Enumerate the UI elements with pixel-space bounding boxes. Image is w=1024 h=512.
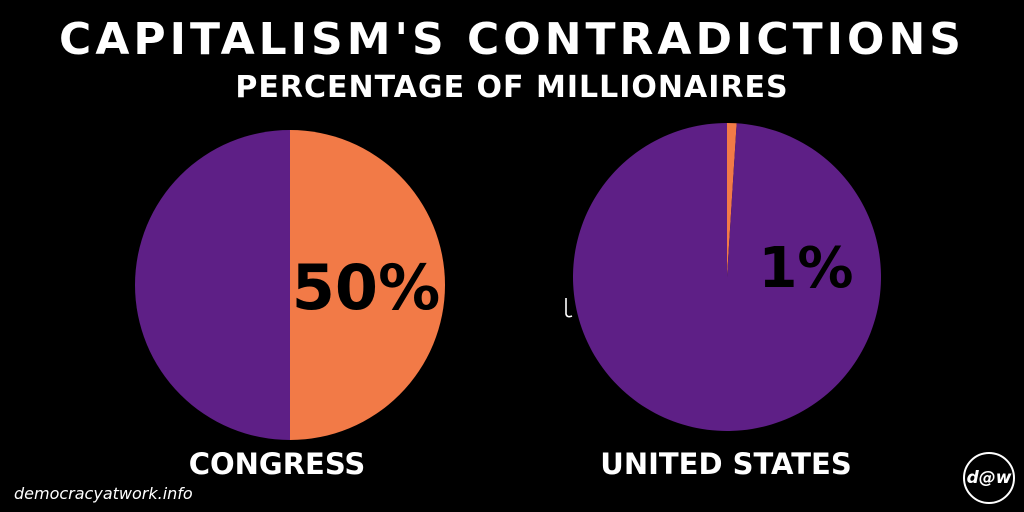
pie-slice-united-states-0	[727, 123, 737, 277]
logo: d@w	[963, 452, 1015, 504]
category-label-united-states: UNITED STATES	[600, 447, 852, 481]
website-link[interactable]: democracyatwork.info	[14, 484, 193, 503]
chart-subtitle: PERCENTAGE OF MILLIONAIRES	[235, 70, 789, 105]
chart-title: CAPITALISM'S CONTRADICTIONS	[59, 14, 965, 65]
stray-mark	[565, 298, 573, 318]
pie-value-label-united-states: 1%	[758, 236, 853, 301]
pie-value-label-congress: 50%	[292, 251, 440, 324]
pie-slice-united-states-1	[572, 123, 881, 431]
pie-slice-congress-0	[290, 130, 445, 440]
category-label-congress: CONGRESS	[188, 447, 366, 481]
pie-slice-congress-1	[135, 130, 290, 440]
